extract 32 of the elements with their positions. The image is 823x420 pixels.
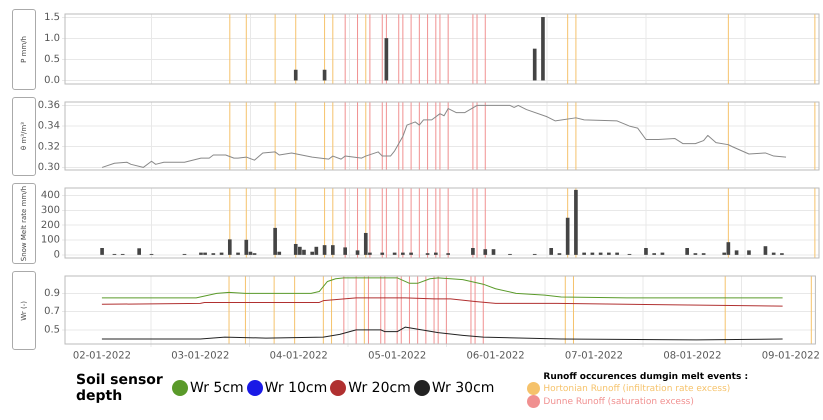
legend-title: Soil sensor depth — [76, 372, 164, 404]
y-tick-label: 0.32 — [38, 141, 60, 152]
x-tick-label: 03-01-2022 — [171, 350, 230, 362]
text: Runoff occurences dumgin melt events : — [543, 372, 748, 382]
y-tick-label: 0.7 — [44, 306, 60, 318]
x-tick-label: 06-01-2022 — [466, 350, 525, 362]
y-tick-label: 100 — [40, 234, 60, 246]
y-tick-label: 200 — [40, 220, 60, 231]
y-tick-label: 1.5 — [44, 12, 60, 23]
y-tick-label: 400 — [40, 190, 60, 202]
legend-label: Dunne Runoff (saturation excess) — [543, 396, 694, 406]
y-tick-label: 0.30 — [38, 162, 60, 174]
y-tick-label: 0.0 — [44, 75, 60, 86]
y-tick-label: 0.5 — [44, 54, 60, 66]
legend-label: Wr 5cm — [190, 380, 244, 396]
y-tick-label: 0.9 — [44, 288, 60, 299]
x-tick-label: 09-01-2022 — [762, 350, 820, 362]
y-tick-label: 0 — [54, 250, 60, 261]
y-tick-label: 0.5 — [44, 324, 60, 336]
legend-label: Wr 20cm — [348, 380, 411, 396]
y-tick-label: 300 — [40, 204, 60, 216]
x-tick-label: 07-01-2022 — [564, 350, 624, 362]
y-tick-label: 0.36 — [38, 100, 60, 112]
x-tick-label: 04-01-2022 — [270, 350, 328, 362]
legend-label: Wr 30cm — [432, 380, 494, 396]
x-tick-label: 02-01-2022 — [72, 350, 131, 362]
legend-label: Wr 10cm — [264, 380, 328, 396]
x-tick-label: 08-01-2022 — [663, 350, 722, 362]
legend-label: Hortonian Runoff (infiltration rate excess) — [543, 384, 730, 394]
y-tick-label: 1.0 — [44, 33, 60, 44]
x-tick-label: 05-01-2022 — [368, 350, 426, 362]
y-tick-label: 0.34 — [38, 120, 60, 132]
